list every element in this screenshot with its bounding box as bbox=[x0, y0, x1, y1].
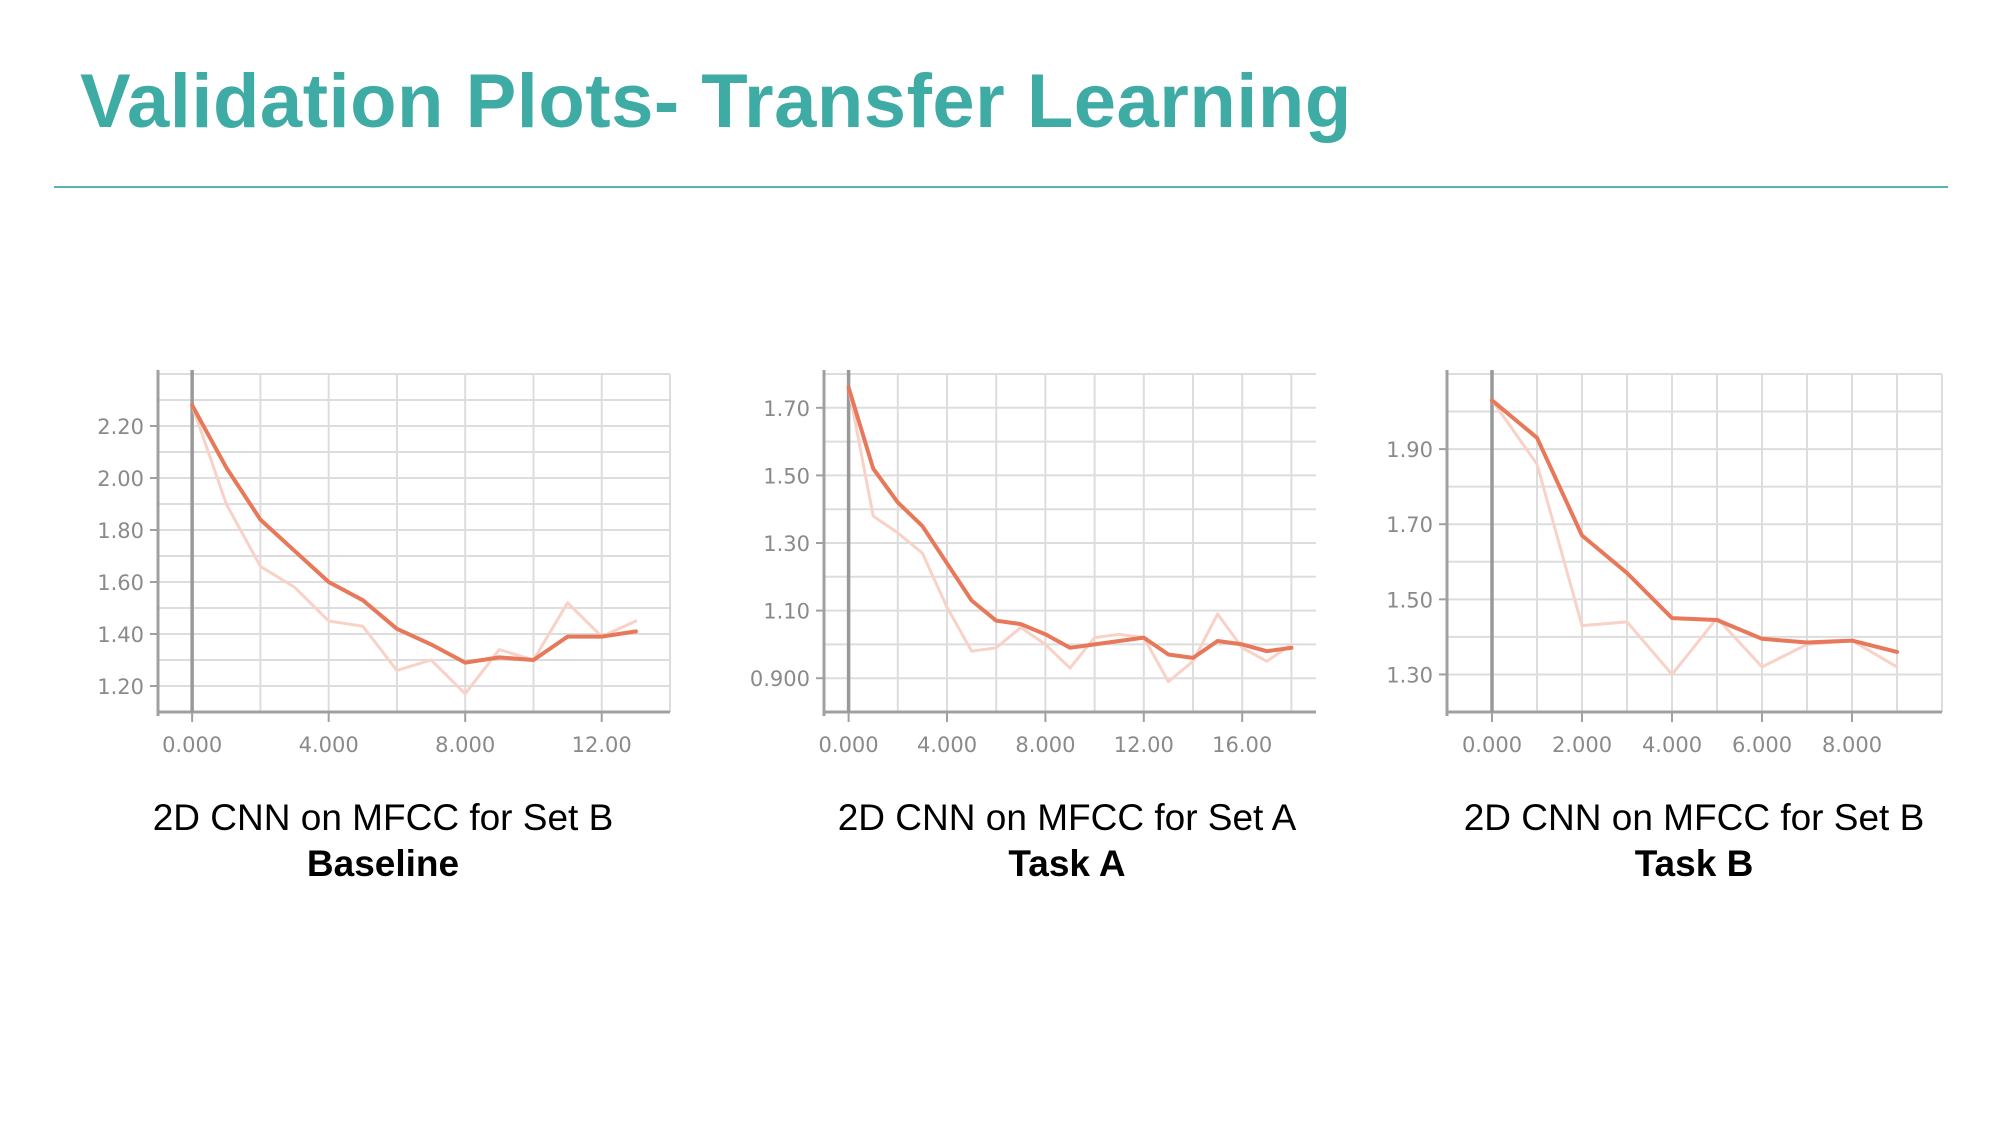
title-divider bbox=[54, 186, 1948, 188]
y-tick-label: 2.20 bbox=[97, 415, 144, 439]
series-line-raw bbox=[847, 386, 1293, 684]
y-tick-label: 1.50 bbox=[763, 464, 810, 488]
x-tick-label: 0.000 bbox=[819, 733, 879, 757]
series-line-raw bbox=[190, 403, 638, 696]
chart-panel-baseline: 1.20 1.40 1.60 1.80 2.00 2.20 0.000 4.000 8.000 1… bbox=[64, 370, 671, 810]
x-tick-label: 16.00 bbox=[1212, 733, 1272, 757]
chart-task-a: 0.900 1.10 1.30 1.50 1.70 0.000 4.000 8.000 12.0… bbox=[750, 370, 1316, 757]
caption-task-a: 2D CNN on MFCC for Set A Task A bbox=[717, 795, 1417, 887]
y-tick-label: 1.20 bbox=[97, 675, 144, 699]
x-tick-label: 6.000 bbox=[1732, 733, 1792, 757]
y-tick-label: 1.60 bbox=[97, 571, 144, 595]
chart-task-b: 1.30 1.50 1.70 1.90 0.000 2.000 4.000 6.000 8.00… bbox=[1386, 370, 1943, 757]
y-tick-label: 1.30 bbox=[1386, 663, 1433, 687]
x-tick-label: 8.000 bbox=[435, 733, 495, 757]
x-tick-label: 0.000 bbox=[162, 733, 222, 757]
x-tick-label: 4.000 bbox=[917, 733, 977, 757]
caption-title: 2D CNN on MFCC for Set B bbox=[152, 797, 614, 838]
x-tick-label: 12.00 bbox=[572, 733, 632, 757]
caption-baseline: 2D CNN on MFCC for Set B Baseline bbox=[33, 795, 733, 887]
series-line-smoothed bbox=[190, 403, 638, 665]
y-tick-label: 1.90 bbox=[1386, 438, 1433, 462]
caption-task-b: 2D CNN on MFCC for Set B Task B bbox=[1344, 795, 2000, 887]
caption-title: 2D CNN on MFCC for Set B bbox=[1463, 797, 1925, 838]
x-tick-label: 12.00 bbox=[1114, 733, 1174, 757]
chart-baseline: 1.20 1.40 1.60 1.80 2.00 2.20 0.000 4.000 8.000 1… bbox=[97, 370, 671, 757]
caption-subtitle: Baseline bbox=[306, 843, 460, 884]
y-tick-label: 0.900 bbox=[750, 667, 810, 691]
y-tick-label: 1.40 bbox=[97, 623, 144, 647]
series-line-raw bbox=[1490, 398, 1899, 676]
caption-subtitle: Task B bbox=[1634, 843, 1754, 884]
series-line-smoothed bbox=[1490, 398, 1899, 654]
x-tick-label: 0.000 bbox=[1462, 733, 1522, 757]
caption-title: 2D CNN on MFCC for Set A bbox=[837, 797, 1297, 838]
slide-title: Validation Plots- Transfer Learning bbox=[80, 59, 1352, 144]
x-tick-label: 8.000 bbox=[1822, 733, 1882, 757]
series-line-smoothed bbox=[846, 385, 1294, 660]
caption-subtitle: Task A bbox=[1008, 843, 1126, 884]
chart-panel-task-a: 0.900 1.10 1.30 1.50 1.70 0.000 4.000 8.000 12.0… bbox=[710, 370, 1316, 810]
y-tick-label: 1.10 bbox=[763, 600, 810, 624]
chart-panel-task-b: 1.30 1.50 1.70 1.90 0.000 2.000 4.000 6.000 8.00… bbox=[1336, 370, 1943, 810]
y-tick-label: 2.00 bbox=[97, 467, 144, 491]
x-tick-label: 4.000 bbox=[1642, 733, 1702, 757]
y-tick-label: 1.70 bbox=[763, 397, 810, 421]
x-tick-label: 8.000 bbox=[1015, 733, 1075, 757]
y-tick-label: 1.70 bbox=[1386, 513, 1433, 537]
x-tick-label: 4.000 bbox=[299, 733, 359, 757]
y-tick-label: 1.30 bbox=[763, 532, 810, 556]
y-tick-label: 1.80 bbox=[97, 519, 144, 543]
y-tick-label: 1.50 bbox=[1386, 588, 1433, 612]
x-tick-label: 2.000 bbox=[1552, 733, 1612, 757]
